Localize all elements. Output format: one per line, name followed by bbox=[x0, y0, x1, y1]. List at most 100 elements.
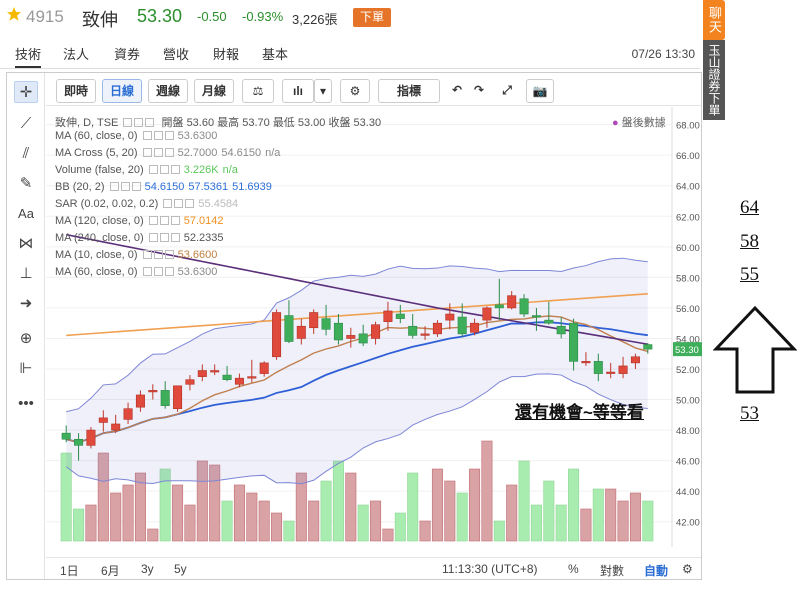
interval-monthly[interactable]: 月線 bbox=[194, 79, 234, 103]
undo-icon[interactable]: ↶ bbox=[446, 79, 468, 103]
chart-plot-area[interactable]: 68.00 66.00 64.00 62.00 60.00 58.00 56.00 54.00… bbox=[46, 107, 702, 547]
legend-eye-icon[interactable] bbox=[148, 216, 158, 225]
legend-settings-icon[interactable] bbox=[153, 148, 163, 157]
broker-order-tab[interactable]: 玉山證券下單 bbox=[703, 40, 725, 120]
range-1d[interactable]: 1日 bbox=[60, 564, 79, 578]
legend-close-icon[interactable] bbox=[185, 199, 195, 208]
legend-row[interactable]: MA (120, close, 0) 57.0142 bbox=[55, 215, 223, 227]
legend-row[interactable]: Volume (false, 20) 3.226K n/a bbox=[55, 164, 238, 176]
legend-close-icon[interactable] bbox=[170, 165, 180, 174]
interval-daily[interactable]: 日線 bbox=[102, 79, 142, 103]
legend-row-value: 52.7000 bbox=[177, 147, 218, 159]
redo-icon[interactable]: ↷ bbox=[468, 79, 490, 103]
legend-eye-icon[interactable] bbox=[142, 131, 152, 140]
legend-row[interactable]: SAR (0.02, 0.02, 0.2) 55.4584 bbox=[55, 198, 238, 210]
legend-close-icon[interactable] bbox=[170, 233, 180, 242]
text-tool-icon[interactable]: Aa bbox=[18, 206, 34, 221]
tab-financials[interactable]: 財報 bbox=[213, 47, 240, 62]
interval-realtime[interactable]: 即時 bbox=[56, 79, 96, 103]
legend-row[interactable]: MA Cross (5, 20) 52.7000 54.6150 n/a bbox=[55, 147, 280, 159]
chart-type-icon[interactable]: ılı bbox=[282, 79, 314, 103]
gear-icon[interactable]: ⚙ bbox=[340, 79, 370, 103]
legend-high-label: 最高 bbox=[217, 117, 240, 129]
range-5y[interactable]: 5y bbox=[174, 562, 187, 576]
legend-close-icon[interactable] bbox=[164, 267, 174, 276]
fib-icon[interactable]: ⫽ bbox=[22, 145, 30, 162]
legend-close-icon[interactable] bbox=[164, 148, 174, 157]
candle-body bbox=[259, 362, 269, 374]
legend-settings-icon[interactable] bbox=[159, 165, 169, 174]
legend-row[interactable]: MA (240, close, 0) 52.2335 bbox=[55, 232, 223, 244]
volume-bar bbox=[394, 512, 406, 542]
legend-row-value: 54.6150 bbox=[221, 147, 262, 159]
price-tick-label: 48.00 bbox=[676, 426, 700, 437]
log-toggle[interactable]: 對數 bbox=[600, 564, 625, 578]
chevron-down-icon[interactable]: ▾ bbox=[314, 79, 332, 103]
legend-settings-icon[interactable] bbox=[153, 267, 163, 276]
legend-close-icon[interactable] bbox=[131, 182, 141, 191]
prediction-icon[interactable]: ⊥ bbox=[19, 265, 33, 282]
legend-row[interactable]: BB (20, 2) 54.6150 57.5361 51.6939 bbox=[55, 181, 272, 193]
legend-row-label: BB (20, 2) bbox=[55, 181, 105, 193]
legend-row-label: MA Cross (5, 20) bbox=[55, 147, 138, 159]
indicators-button[interactable]: 指標 bbox=[378, 79, 440, 103]
camera-icon[interactable]: 📷 bbox=[526, 79, 554, 103]
legend-eye-icon[interactable] bbox=[148, 233, 158, 242]
legend-close-icon[interactable] bbox=[164, 250, 174, 259]
candle-body bbox=[494, 304, 504, 309]
annotation-text: 還有機會~等等看 bbox=[515, 403, 644, 422]
legend-eye-icon[interactable] bbox=[163, 199, 173, 208]
pattern-icon[interactable]: ⋈ bbox=[18, 235, 34, 252]
trend-line-icon[interactable]: ⟋ bbox=[20, 115, 32, 132]
range-3y[interactable]: 3y bbox=[141, 562, 154, 576]
percent-toggle[interactable]: % bbox=[568, 562, 579, 576]
volume-bar bbox=[555, 504, 567, 542]
compare-icon[interactable]: ⚖ bbox=[242, 79, 274, 103]
legend-row[interactable]: MA (60, close, 0) 53.6300 bbox=[55, 266, 217, 278]
legend-eye-icon[interactable] bbox=[142, 250, 152, 259]
tab-basic[interactable]: 基本 bbox=[262, 47, 289, 62]
legend-eye-icon[interactable] bbox=[142, 267, 152, 276]
legend-close-icon[interactable] bbox=[164, 131, 174, 140]
legend-close-icon[interactable] bbox=[170, 216, 180, 225]
arrow-left-icon[interactable]: ➜ bbox=[19, 295, 33, 312]
tab-margin[interactable]: 資券 bbox=[114, 47, 141, 62]
legend-settings-icon[interactable] bbox=[174, 199, 184, 208]
measure-icon[interactable]: ⊩ bbox=[19, 360, 33, 377]
volume-bar bbox=[605, 488, 617, 542]
chat-room-tab[interactable]: 聊天室 bbox=[685, 0, 725, 40]
tab-revenue[interactable]: 營收 bbox=[163, 47, 190, 62]
legend-row[interactable]: MA (10, close, 0) 53.6600 bbox=[55, 249, 217, 261]
crosshair-icon[interactable]: ✛ bbox=[14, 81, 38, 103]
legend-settings-icon[interactable] bbox=[120, 182, 130, 191]
legend-eye-icon[interactable] bbox=[148, 165, 158, 174]
ma-120-line bbox=[66, 292, 648, 337]
legend-settings-icon[interactable] bbox=[159, 233, 169, 242]
interval-weekly[interactable]: 週線 bbox=[148, 79, 188, 103]
settings-gear-icon[interactable]: ⚙ bbox=[682, 562, 693, 576]
legend-row-label: MA (120, close, 0) bbox=[55, 215, 144, 227]
after-hours-label[interactable]: ● 盤後數據 bbox=[612, 117, 666, 129]
tab-institutional[interactable]: 法人 bbox=[63, 47, 90, 62]
fullscreen-icon[interactable]: ⤢ bbox=[494, 79, 520, 103]
order-button[interactable]: 下單 bbox=[353, 8, 391, 27]
volume-bar bbox=[60, 452, 72, 542]
legend-eye-icon[interactable] bbox=[142, 148, 152, 157]
legend-row-value: 51.6939 bbox=[232, 181, 272, 193]
volume-bar bbox=[407, 472, 419, 542]
volume-bar bbox=[332, 460, 344, 542]
more-icon[interactable]: ••• bbox=[18, 395, 34, 412]
range-6m[interactable]: 6月 bbox=[101, 564, 120, 578]
bollinger-upper bbox=[66, 257, 648, 413]
legend-row[interactable]: MA (60, close, 0) 53.6300 bbox=[55, 130, 217, 142]
legend-eye-icon[interactable] bbox=[109, 182, 119, 191]
legend-settings-icon[interactable] bbox=[153, 131, 163, 140]
auto-toggle[interactable]: 自動 bbox=[644, 564, 669, 578]
legend-settings-icon[interactable] bbox=[159, 216, 169, 225]
volume-bar bbox=[642, 500, 654, 542]
zoom-icon[interactable]: ⊕ bbox=[19, 330, 33, 347]
brush-icon[interactable]: ✎ bbox=[19, 175, 33, 192]
legend-settings-icon[interactable] bbox=[153, 250, 163, 259]
star-icon[interactable] bbox=[6, 6, 22, 22]
tab-technical[interactable]: 技術 bbox=[15, 44, 42, 68]
